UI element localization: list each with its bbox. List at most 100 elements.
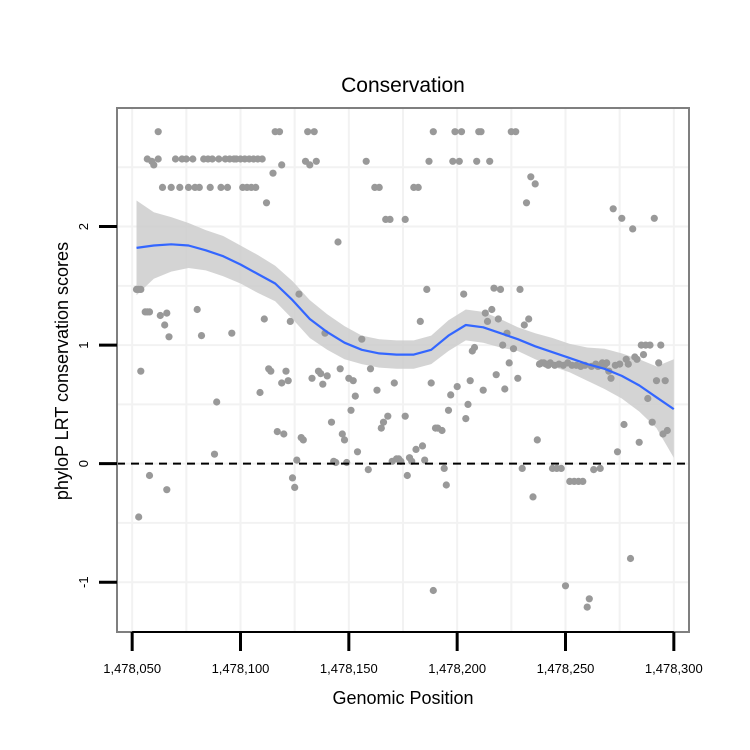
data-point [520,321,528,329]
data-point [284,377,292,385]
confidence-band [136,200,674,458]
y-axis: -1 0 1 2 [76,223,117,588]
data-point [512,128,520,136]
data-point [449,157,457,165]
data-point [438,426,446,435]
data-point [319,380,327,388]
data-point [522,199,531,207]
data-point [332,458,340,467]
data-point [351,392,359,400]
data-point [444,406,453,414]
data-point [603,359,611,367]
data-point [150,161,158,169]
smooth-line [136,243,675,411]
data-point [165,333,173,341]
y-tick-label: 0 [76,460,91,467]
data-point [390,379,398,387]
data-point [366,365,375,373]
data-point [440,464,448,472]
data-point [464,400,472,408]
data-point [652,377,661,385]
x-tick-label: 1,478,050 [103,661,161,676]
data-point [154,128,162,136]
data-point [379,418,388,426]
data-point [206,183,214,191]
data-point [373,386,381,394]
data-point [362,157,370,165]
data-point [473,157,481,165]
data-point [338,430,346,438]
data-point [182,155,190,163]
data-point [646,341,654,349]
data-point [158,183,167,191]
data-point [494,315,502,323]
y-tick-label: -1 [76,576,91,588]
x-tick-label: 1,478,250 [537,661,595,676]
data-point [213,398,221,406]
data-point [401,412,409,420]
data-point [256,388,264,397]
data-point [184,183,193,191]
data-point [583,603,591,611]
data-point [215,155,223,163]
data-point [258,155,266,163]
data-point [278,161,286,169]
data-point [299,436,307,444]
data-point [531,180,539,188]
data-point [295,290,303,298]
data-point [453,383,461,391]
data-point [347,406,355,414]
data-point [223,183,232,191]
x-tick-label: 1,478,150 [320,661,378,676]
data-point [624,360,632,368]
data-point [278,379,286,387]
data-point [470,343,479,352]
data-point [477,128,485,136]
data-point [286,317,294,325]
data-point [492,371,500,379]
data-point [514,374,522,382]
x-tick-label: 1,478,200 [428,661,486,676]
data-point [288,474,297,482]
data-point [401,215,409,223]
y-tick-label: 2 [76,223,91,230]
data-point [529,493,537,501]
data-point [327,418,336,426]
data-point [343,458,351,467]
data-point [377,424,385,432]
data-point [145,308,154,316]
data-point [561,582,570,590]
data-point [260,315,268,323]
data-point [386,215,394,223]
data-point [635,438,643,446]
data-point [310,128,318,136]
data-point [423,285,431,293]
data-point [613,448,622,456]
data-point [208,155,216,163]
data-point [466,377,474,385]
data-point [429,128,437,136]
data-point [349,377,357,385]
data-point [596,464,604,472]
data-point [384,412,392,420]
data-point [585,595,593,603]
data-point [455,157,463,165]
data-point [163,486,171,494]
data-points [132,128,671,611]
data-point [579,477,587,485]
data-point [317,370,325,378]
data-point [171,155,180,163]
data-point [358,335,366,343]
data-point [163,309,171,317]
data-point [195,183,203,191]
data-point [210,450,219,458]
data-point [429,586,437,595]
data-point [481,309,489,317]
data-point [509,345,518,353]
data-point [483,317,492,325]
data-point [442,481,450,489]
data-point [275,128,284,136]
data-point [499,341,507,349]
data-point [269,169,277,177]
data-point [616,360,624,368]
